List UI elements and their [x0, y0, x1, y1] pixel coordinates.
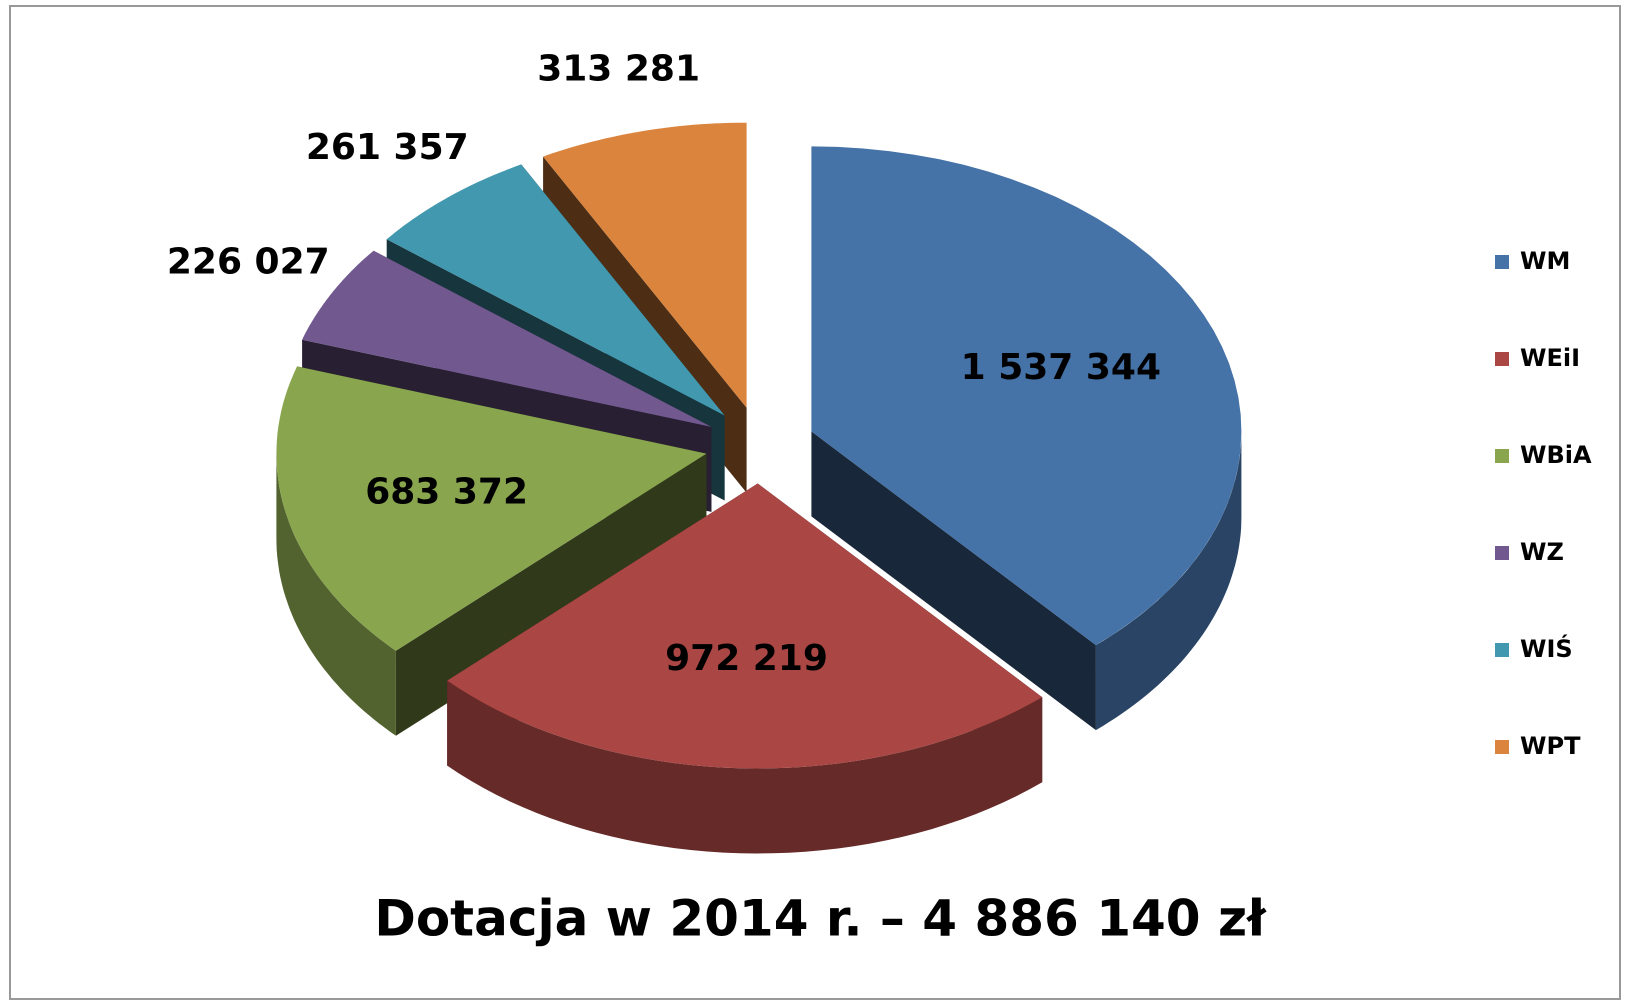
slice-side	[276, 453, 396, 736]
pie-slice	[811, 146, 1242, 731]
data-label: 683 372	[365, 471, 528, 512]
legend-label: WZ	[1520, 538, 1564, 566]
data-label: 313 281	[537, 48, 700, 89]
slice-wall	[811, 431, 1096, 731]
slice-top	[447, 483, 1043, 769]
slice-side	[447, 680, 1043, 854]
slice-top	[811, 146, 1242, 646]
legend-swatch	[1495, 255, 1509, 269]
legend-label: WPT	[1520, 732, 1581, 760]
data-label: 261 357	[306, 127, 469, 168]
legend-swatch	[1495, 643, 1509, 657]
slice-top	[302, 250, 712, 427]
slice-top	[386, 164, 725, 416]
slice-top	[543, 122, 747, 408]
data-label: 226 027	[167, 242, 330, 283]
chart-title: Dotacja w 2014 r. – 4 886 140 zł	[374, 890, 1267, 948]
legend-swatch	[1495, 352, 1509, 366]
data-label: 1 537 344	[961, 347, 1161, 388]
pie-slice	[447, 483, 1043, 854]
slice-side	[1095, 431, 1242, 731]
legend-swatch	[1495, 740, 1509, 754]
legend-label: WBiA	[1520, 441, 1592, 469]
legend-swatch	[1495, 546, 1509, 560]
legend-label: WIŚ	[1520, 633, 1573, 663]
legend-swatch	[1495, 449, 1509, 463]
legend-label: WM	[1520, 247, 1570, 275]
data-label: 972 219	[665, 638, 828, 679]
legend-label: WEiI	[1520, 344, 1580, 372]
slice-top	[276, 366, 707, 651]
